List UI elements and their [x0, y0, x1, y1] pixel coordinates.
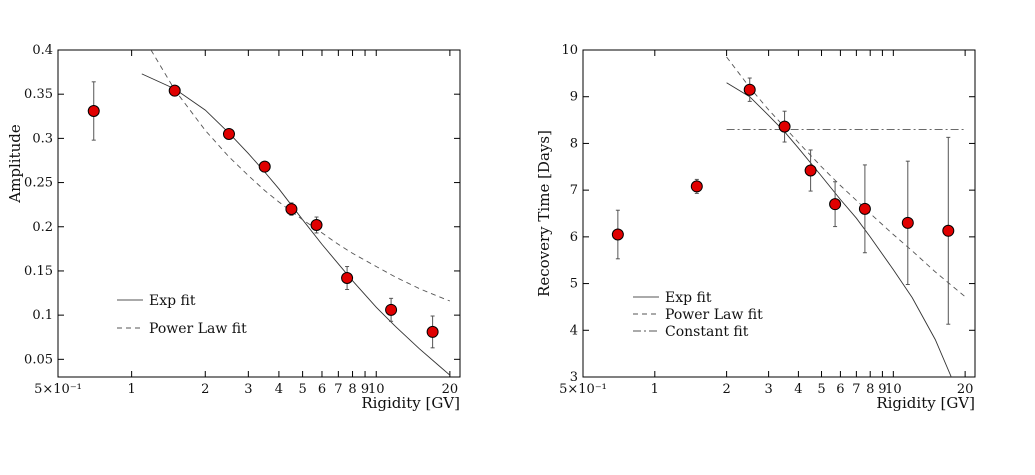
x-tick-label: 5: [298, 382, 306, 397]
y-axis-label: Recovery Time [Days]: [535, 130, 553, 297]
data-point: [310, 218, 323, 231]
x-tick-label: 10: [885, 382, 902, 397]
data-point: [87, 104, 100, 117]
x-tick-label: 5×10⁻¹: [34, 382, 82, 397]
x-tick-label: 6: [836, 382, 844, 397]
legend-label: Constant fit: [665, 324, 749, 340]
y-tick-label: 10: [561, 43, 578, 58]
plot-area: [611, 56, 966, 377]
x-tick-label: 9: [361, 382, 369, 397]
data-point: [258, 160, 271, 173]
y-tick-label: 0.4: [32, 43, 53, 58]
x-tick-label: 7: [334, 382, 342, 397]
x-tick-label: 20: [442, 382, 459, 397]
y-tick-label: 5: [570, 277, 578, 292]
y-tick-label: 8: [570, 136, 578, 151]
data-point: [743, 83, 756, 96]
x-tick-label: 9: [878, 382, 886, 397]
plot-frame: [582, 49, 976, 378]
y-tick-label: 7: [570, 183, 578, 198]
y-tick-label: 0.35: [24, 87, 53, 102]
y-tick-label: 4: [570, 323, 578, 338]
legend-label: Exp fit: [665, 290, 712, 306]
fit-line-exp-fit: [726, 82, 952, 377]
x-axis-label: Rigidity [GV]: [876, 394, 975, 412]
plot-frame: [57, 49, 461, 378]
data-point: [285, 203, 298, 216]
x-tick-label: 5×10⁻¹: [559, 382, 607, 397]
x-tick-label: 4: [794, 382, 802, 397]
data-point: [385, 303, 398, 316]
x-tick-label: 4: [275, 382, 283, 397]
y-tick-label: 0.25: [24, 176, 53, 191]
x-tick-label: 10: [368, 382, 385, 397]
y-tick-label: 9: [570, 90, 578, 105]
x-tick-label: 1: [651, 382, 659, 397]
x-axis-label: Rigidity [GV]: [361, 394, 460, 412]
x-tick-label: 2: [201, 382, 209, 397]
fit-line-power-law-fit: [150, 50, 451, 302]
y-tick-label: 0.2: [32, 220, 53, 235]
y-tick-label: 3: [570, 370, 578, 385]
legend-label: Exp fit: [149, 293, 196, 309]
x-tick-label: 20: [957, 382, 974, 397]
fit-line-exp-fit: [141, 73, 451, 376]
x-tick-label: 8: [866, 382, 874, 397]
data-point: [804, 164, 817, 177]
y-tick-label: 0.3: [32, 131, 53, 146]
y-tick-label: 6: [570, 230, 578, 245]
data-point: [858, 202, 871, 215]
data-point: [942, 224, 955, 237]
x-tick-label: 8: [348, 382, 356, 397]
data-point: [778, 120, 791, 133]
data-point: [426, 325, 439, 338]
x-tick-label: 2: [722, 382, 730, 397]
data-point: [901, 216, 914, 229]
plot-area: [87, 50, 451, 376]
y-axis-label: Amplitude: [6, 124, 24, 204]
data-point: [690, 180, 703, 193]
legend-label: Power Law fit: [665, 307, 763, 323]
data-point: [341, 272, 354, 285]
data-point: [829, 198, 842, 211]
x-tick-label: 5: [817, 382, 825, 397]
x-tick-label: 6: [318, 382, 326, 397]
y-tick-label: 0.15: [24, 264, 53, 279]
x-tick-label: 3: [244, 382, 252, 397]
x-tick-label: 3: [764, 382, 772, 397]
fit-line-power-law-fit: [726, 56, 966, 298]
amplitude-chart: 5×10⁻¹ 1 2 3 4 5 6 7 8 910 20 0.05 0.1 0.15 0.2 0.25 0.3…: [6, 43, 461, 412]
x-tick-label: 7: [852, 382, 860, 397]
y-tick-label: 0.1: [32, 308, 53, 323]
data-point: [222, 127, 235, 140]
data-point: [611, 228, 624, 241]
legend-label: Power Law fit: [149, 321, 247, 337]
data-point: [168, 84, 181, 97]
x-tick-label: 1: [127, 382, 135, 397]
y-tick-label: 0.05: [24, 352, 53, 367]
